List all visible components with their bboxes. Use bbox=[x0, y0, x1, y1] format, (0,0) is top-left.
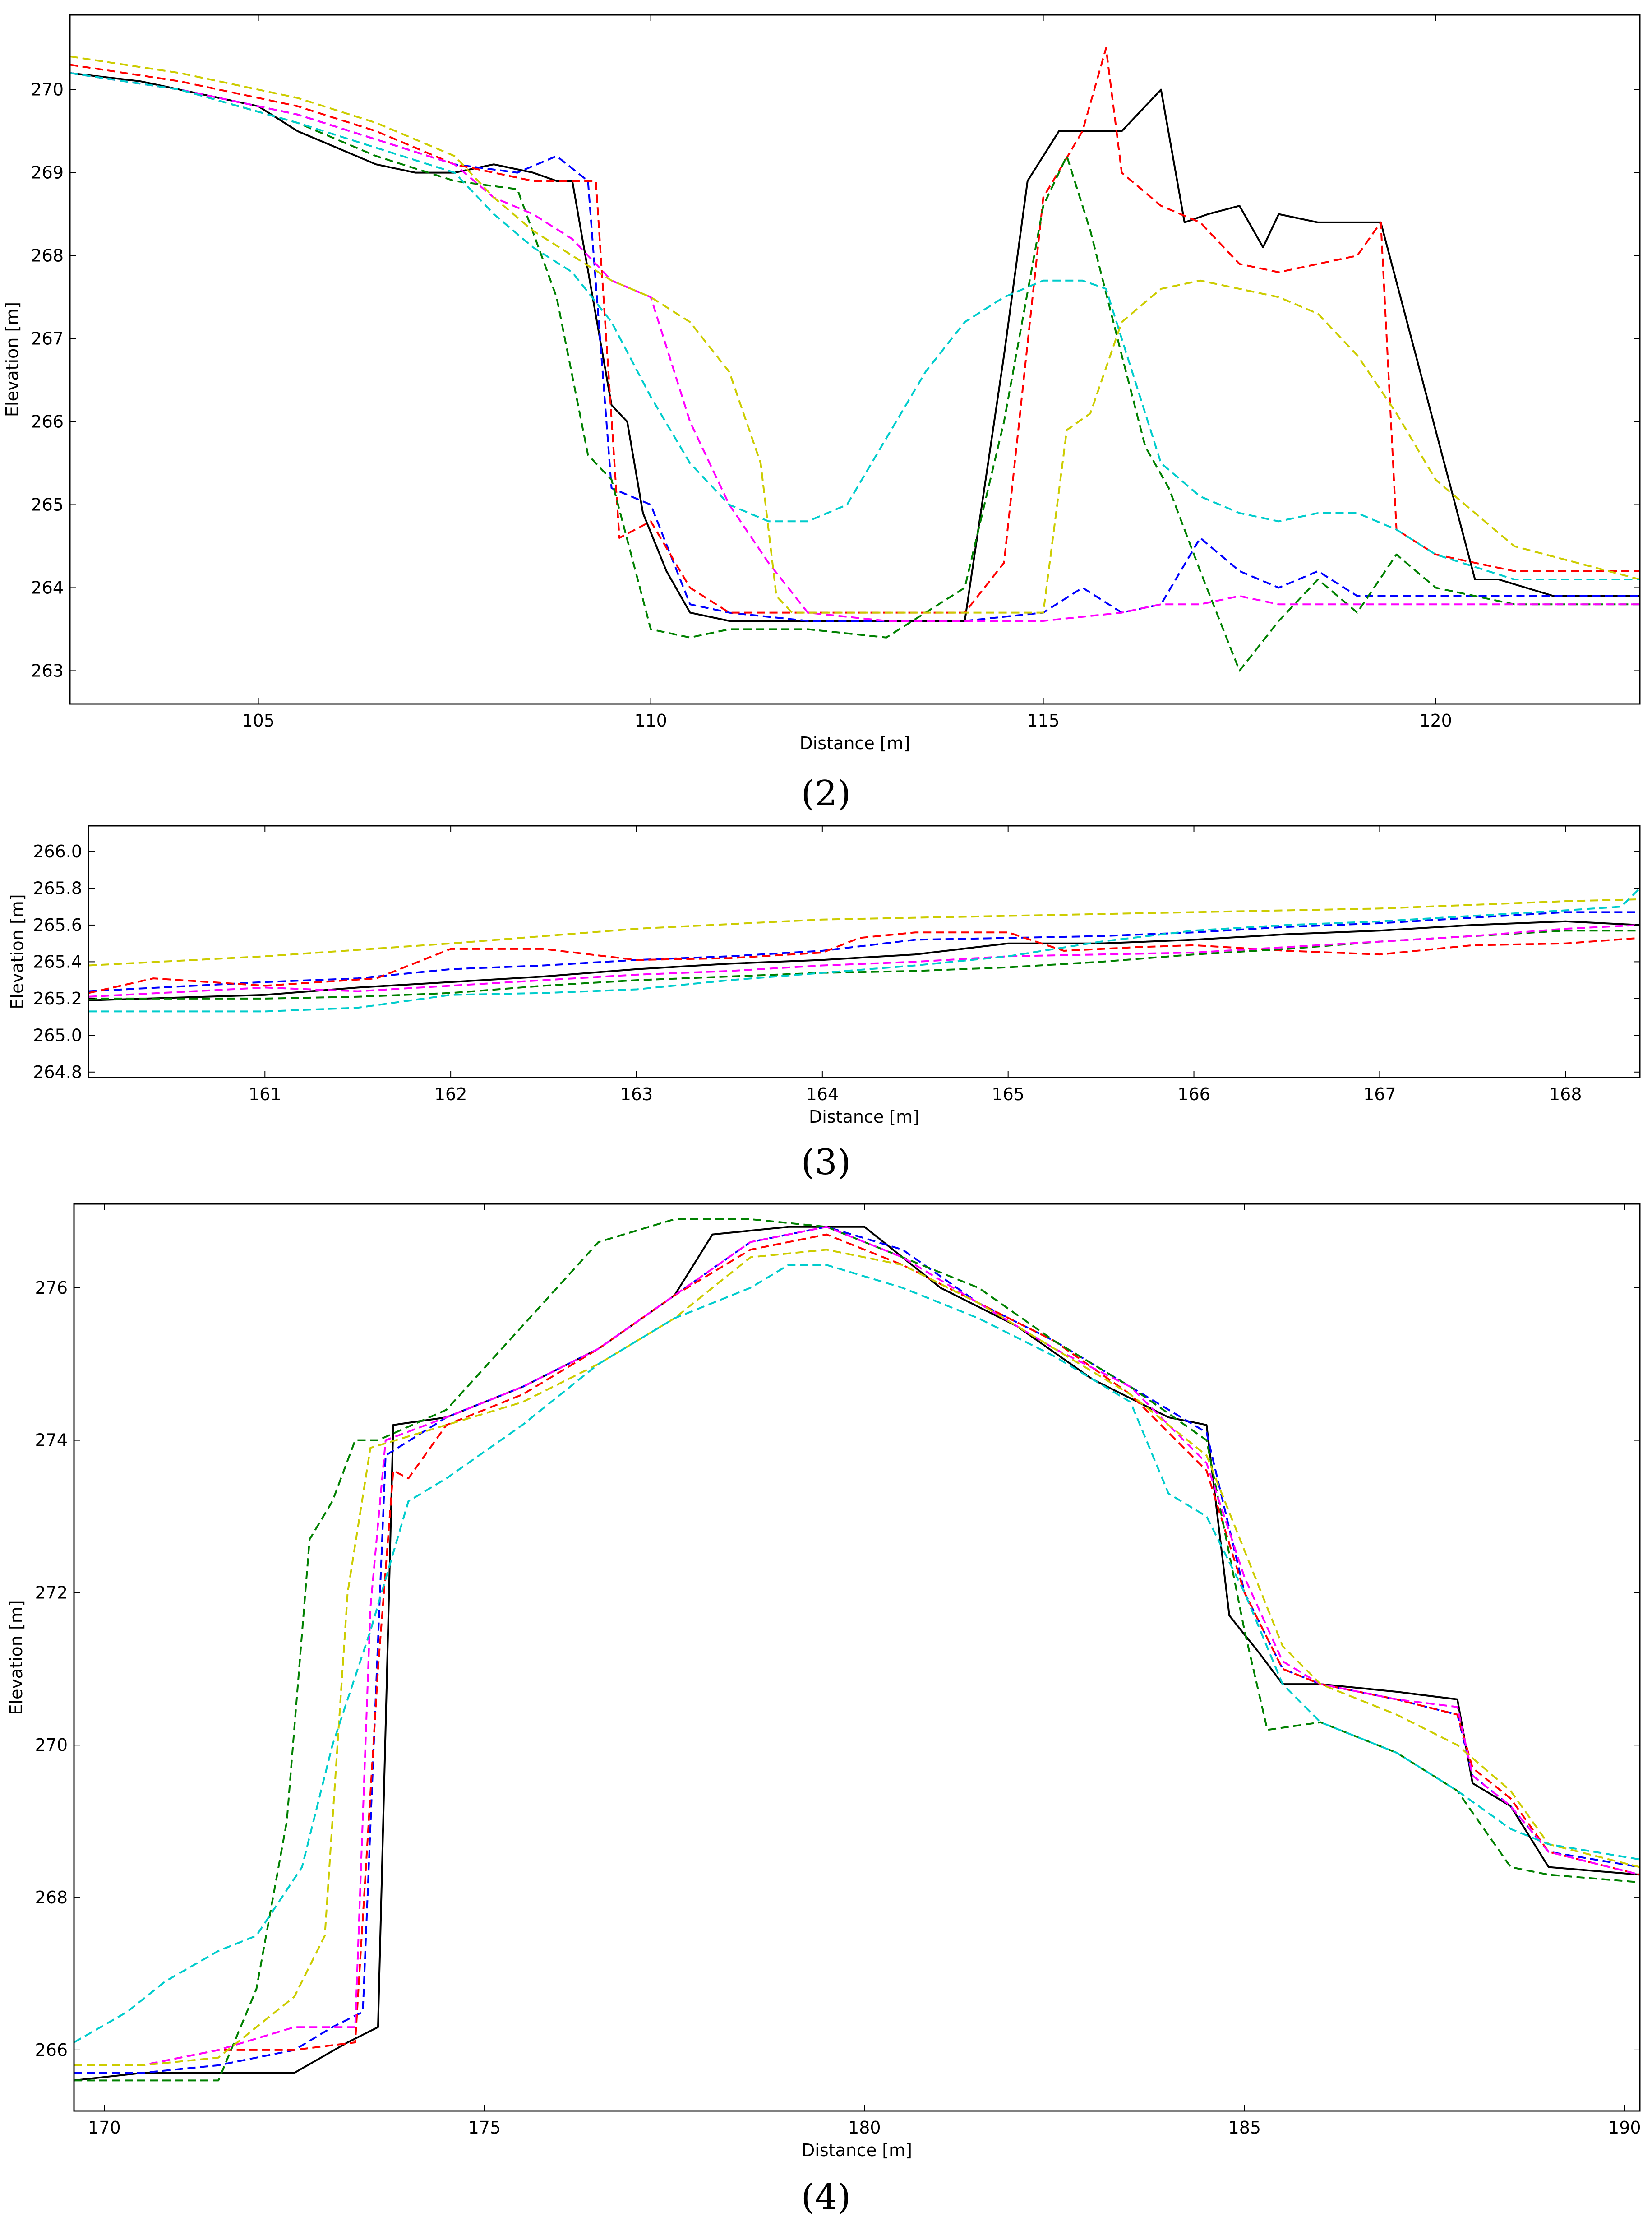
series-line-blue bbox=[74, 1226, 1640, 2074]
y-tick-label: 266 bbox=[35, 2040, 68, 2060]
series-line-red bbox=[88, 931, 1640, 994]
panel-2: 105 110 115 120 263 264 265 266 267 268 269 270 Dist… bbox=[2, 14, 1641, 814]
plot-frame bbox=[69, 14, 1641, 705]
y-tick-label: 270 bbox=[35, 1735, 68, 1755]
y-axis-label: Elevation [m] bbox=[2, 302, 22, 417]
x-tick-label: 167 bbox=[1363, 1084, 1396, 1104]
x-tick-label: 190 bbox=[1608, 2118, 1641, 2138]
x-tick-label: 164 bbox=[806, 1084, 839, 1104]
y-tick-label: 268 bbox=[31, 246, 64, 266]
y-tick-label: 265.8 bbox=[33, 878, 82, 898]
x-tick-label: 120 bbox=[1419, 711, 1452, 731]
y-tick-label: 263 bbox=[31, 661, 64, 680]
y-tick-label: 268 bbox=[35, 1888, 68, 1907]
series-line-yellow bbox=[70, 56, 1640, 614]
x-tick-label: 168 bbox=[1549, 1084, 1582, 1104]
x-tick-label: 110 bbox=[634, 711, 667, 731]
y-tick-label: 265.0 bbox=[33, 1025, 82, 1045]
x-axis-label: Distance [m] bbox=[809, 1107, 919, 1127]
series-line-green bbox=[88, 930, 1640, 1000]
y-axis-label: Elevation [m] bbox=[6, 1600, 26, 1715]
y-tick-label: 272 bbox=[35, 1583, 68, 1602]
x-axis-label: Distance [m] bbox=[800, 733, 910, 753]
y-tick-label: 264.8 bbox=[33, 1062, 82, 1082]
series-line-blue bbox=[70, 72, 1640, 622]
series-line-red bbox=[70, 47, 1640, 614]
panel-4: 170 175 180 185 190 266 268 270 272 274 276 Distanc… bbox=[6, 1203, 1641, 2217]
y-tick-label: 265.6 bbox=[33, 915, 82, 935]
series-line-magenta bbox=[88, 924, 1640, 998]
series-group bbox=[70, 47, 1640, 672]
panel-3: 161 162 163 164 165 166 167 168 264.8 265.0 265.2 2… bbox=[7, 825, 1641, 1183]
x-axis-label: Distance [m] bbox=[802, 2140, 912, 2160]
series-line-black bbox=[70, 72, 1640, 622]
x-tick-label: 105 bbox=[242, 711, 275, 731]
panel-4-caption: (4) bbox=[801, 2177, 851, 2217]
series-line-blue bbox=[88, 911, 1640, 992]
x-tick-label: 166 bbox=[1177, 1084, 1210, 1104]
panel-2-caption: (2) bbox=[801, 773, 851, 814]
series-line-black bbox=[74, 1226, 1640, 2082]
y-tick-label: 266 bbox=[31, 412, 64, 431]
panel-3-caption: (3) bbox=[801, 1142, 851, 1183]
x-tick-label: 180 bbox=[848, 2118, 881, 2138]
series-line-cyan bbox=[88, 888, 1640, 1013]
y-tick-label: 265.4 bbox=[33, 952, 82, 972]
y-tick-label: 270 bbox=[31, 80, 64, 100]
series-line-cyan bbox=[74, 1264, 1640, 2043]
y-tick-label: 265.2 bbox=[33, 989, 82, 1009]
series-group bbox=[88, 888, 1640, 1013]
x-tick-label: 185 bbox=[1228, 2118, 1261, 2138]
plot-area-panel-2: 105 110 115 120 263 264 265 266 267 268 269 270 Dist… bbox=[2, 14, 1641, 753]
y-tick-label: 266.0 bbox=[33, 842, 82, 861]
y-tick-label: 274 bbox=[35, 1430, 68, 1450]
series-group bbox=[74, 1218, 1640, 2082]
series-line-yellow bbox=[74, 1249, 1640, 2066]
y-tick-label: 264 bbox=[31, 578, 64, 597]
x-tick-label: 162 bbox=[434, 1084, 467, 1104]
plot-area-panel-3: 161 162 163 164 165 166 167 168 264.8 265.0 265.2 2… bbox=[7, 825, 1641, 1127]
y-tick-label: 265 bbox=[31, 495, 64, 514]
y-axis-label: Elevation [m] bbox=[7, 894, 27, 1009]
x-tick-label: 115 bbox=[1027, 711, 1060, 731]
plot-frame bbox=[73, 1203, 1641, 2112]
x-tick-label: 163 bbox=[620, 1084, 653, 1104]
x-tick-label: 161 bbox=[249, 1084, 281, 1104]
y-tick-label: 276 bbox=[35, 1278, 68, 1298]
x-tick-label: 175 bbox=[468, 2118, 501, 2138]
series-line-red bbox=[74, 1233, 1640, 2066]
series-line-cyan bbox=[70, 72, 1640, 580]
y-tick-label: 269 bbox=[31, 163, 64, 183]
x-tick-label: 170 bbox=[88, 2118, 121, 2138]
x-tick-label: 165 bbox=[992, 1084, 1024, 1104]
series-line-yellow bbox=[88, 898, 1640, 967]
y-tick-label: 267 bbox=[31, 329, 64, 349]
series-line-black bbox=[88, 920, 1640, 1001]
series-line-magenta bbox=[74, 1226, 1640, 2066]
series-line-green bbox=[70, 72, 1640, 672]
plot-frame bbox=[88, 825, 1641, 1078]
plot-area-panel-4: 170 175 180 185 190 266 268 270 272 274 276 Distanc… bbox=[6, 1203, 1641, 2160]
series-line-magenta bbox=[70, 72, 1640, 622]
